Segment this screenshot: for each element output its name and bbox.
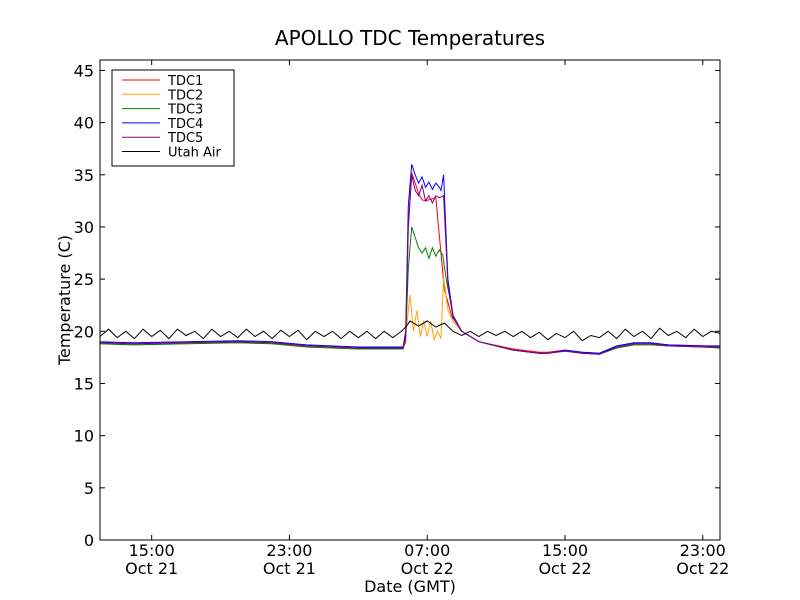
- x-axis-label: Date (GMT): [364, 577, 456, 596]
- legend-frame: [111, 69, 235, 167]
- y-tick-label: 30: [74, 218, 94, 237]
- x-tick-date-label: Oct 22: [676, 559, 729, 578]
- series-line-utah-air: [100, 320, 720, 342]
- x-tick-time-label: 23:00: [680, 541, 726, 560]
- x-tick-date-label: Oct 22: [401, 559, 454, 578]
- y-tick-label: 20: [74, 322, 94, 341]
- y-tick-label: 5: [84, 479, 94, 498]
- series-line-tdc5: [100, 174, 720, 355]
- legend-label: TDC1: [167, 74, 203, 89]
- legend-label: TDC2: [167, 88, 203, 103]
- x-tick-time-label: 07:00: [404, 541, 450, 560]
- x-tick-time-label: 23:00: [266, 541, 312, 560]
- legend-label: TDC5: [167, 131, 203, 146]
- y-tick-label: 25: [74, 270, 94, 289]
- chart-title: APOLLO TDC Temperatures: [275, 26, 545, 50]
- y-tick-label: 40: [74, 114, 94, 133]
- legend-label: TDC4: [167, 117, 203, 132]
- series-line-tdc4: [100, 164, 720, 354]
- x-tick-date-label: Oct 21: [125, 559, 178, 578]
- x-tick-time-label: 15:00: [129, 541, 175, 560]
- y-tick-label: 35: [74, 166, 94, 185]
- y-tick-label: 45: [74, 61, 94, 80]
- y-tick-label: 15: [74, 374, 94, 393]
- series-layer: [100, 164, 720, 355]
- y-axis-label: Temperature (C): [55, 235, 74, 366]
- plot-frame: [99, 59, 721, 541]
- legend-label: TDC3: [167, 103, 203, 118]
- x-tick-time-label: 15:00: [542, 541, 588, 560]
- x-tick-date-label: Oct 22: [538, 559, 591, 578]
- x-tick-date-label: Oct 21: [263, 559, 316, 578]
- y-tick-label: 10: [74, 427, 94, 446]
- y-tick-label: 0: [84, 531, 94, 550]
- legend-label: Utah Air: [168, 146, 221, 161]
